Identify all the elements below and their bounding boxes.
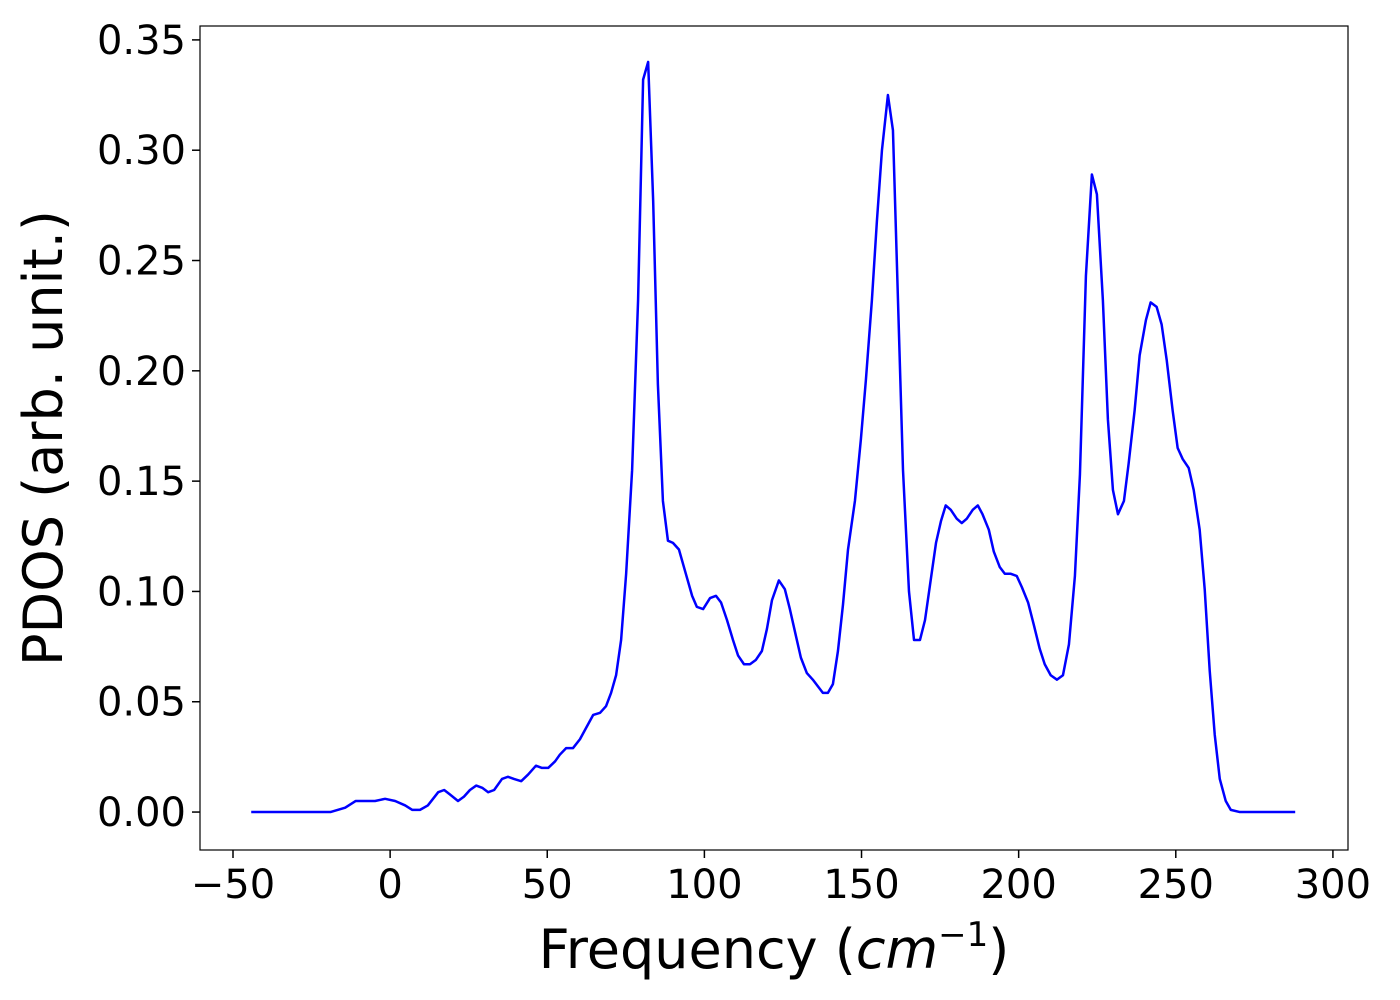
data-line <box>251 60 1296 814</box>
y-tick-label: 0.35 <box>97 18 186 64</box>
x-axis-label: Frequency (cm−1) <box>539 915 1010 981</box>
y-tick-label: 0.00 <box>97 790 186 836</box>
y-axis-label: PDOS (arb. unit.) <box>12 210 75 666</box>
plot-frame <box>199 25 1349 851</box>
x-tick-label: 200 <box>980 862 1056 908</box>
x-tick-label: 100 <box>666 862 742 908</box>
y-tick-label: 0.05 <box>97 680 186 726</box>
y-tick-label: 0.30 <box>97 128 186 174</box>
x-tick-label: 50 <box>522 862 573 908</box>
x-tick-label: 150 <box>823 862 899 908</box>
y-tick-label: 0.20 <box>97 349 186 395</box>
x-label-close: ) <box>988 918 1009 981</box>
x-label-unit: cm <box>856 918 938 981</box>
x-tick-label: 250 <box>1138 862 1214 908</box>
x-label-text: Frequency ( <box>539 918 856 981</box>
y-tick-label: 0.25 <box>97 239 186 285</box>
y-tick-label: 0.15 <box>97 459 186 505</box>
x-label-exponent: −1 <box>938 915 988 955</box>
y-tick-label: 0.10 <box>97 569 186 615</box>
x-tick-label: 300 <box>1295 862 1371 908</box>
x-tick-label: 0 <box>377 862 402 908</box>
x-tick-label: −50 <box>191 862 275 908</box>
